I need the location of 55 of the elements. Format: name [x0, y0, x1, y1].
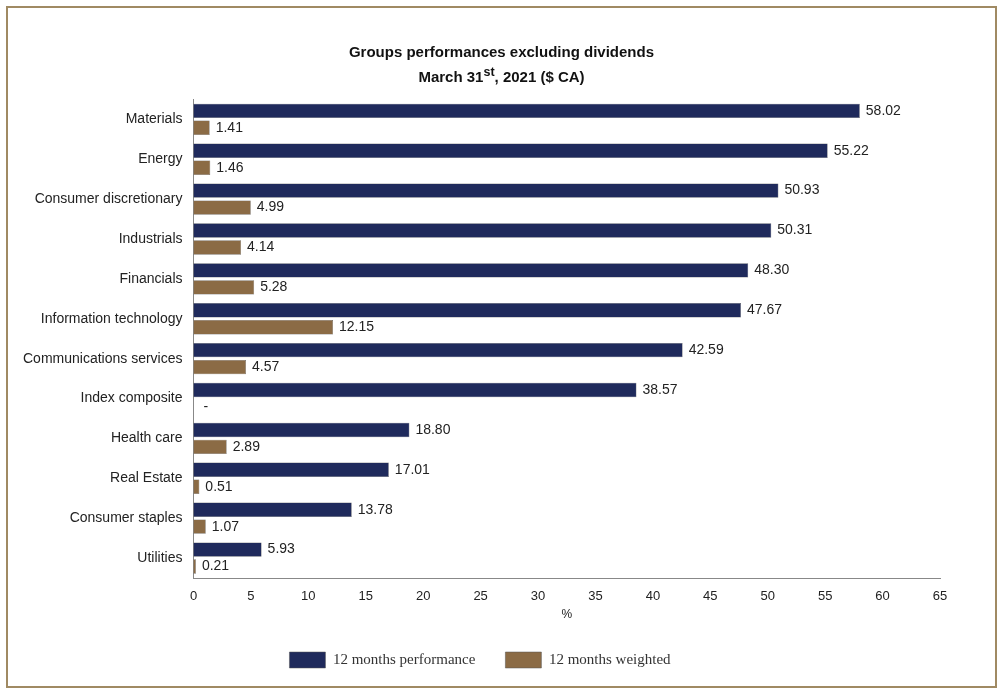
y-tick-label: Materials — [125, 110, 183, 127]
data-label: 5.28 — [260, 278, 288, 295]
data-label: 48.30 — [754, 261, 790, 278]
data-label: 38.57 — [642, 380, 678, 397]
data-label: 4.14 — [247, 238, 275, 255]
y-tick-label: Energy — [138, 150, 183, 167]
data-label: 5.93 — [267, 540, 296, 557]
data-label: 0.21 — [201, 557, 230, 574]
legend-label: 12 months weighted — [548, 650, 672, 667]
chart-subtitle: March 31$^{st}$, 2021 ($ CA) — [417, 64, 586, 87]
y-tick-label: Consumer discretionary — [34, 189, 183, 206]
data-label: 42.59 — [688, 341, 724, 358]
chart-title: Groups performances excluding dividends — [347, 42, 656, 62]
x-tick-label: 0 — [189, 588, 198, 604]
legend-label: 12 months performance — [332, 650, 476, 667]
data-label: 4.57 — [251, 357, 280, 374]
x-tick-label: 40 — [645, 588, 661, 604]
text: - — [203, 397, 209, 414]
data-label: 13.78 — [357, 500, 393, 517]
x-tick-label: 50 — [760, 588, 775, 604]
x-tick-label: 5 — [247, 588, 255, 604]
data-label: 4.99 — [256, 198, 285, 215]
data-label: 17.01 — [394, 460, 431, 477]
data-label: 47.67 — [746, 301, 783, 318]
x-tick-label: 55 — [817, 588, 833, 604]
y-tick-label: Utilities — [137, 548, 183, 565]
data-label: 55.22 — [833, 141, 869, 158]
y-tick-label: Industrials — [118, 229, 183, 246]
y-tick-label: Real Estate — [110, 469, 183, 486]
x-tick-label: 65 — [932, 588, 948, 604]
data-label: 58.02 — [865, 101, 902, 118]
x-tick-label: 30 — [530, 588, 546, 604]
data-label: 12.15 — [339, 318, 375, 335]
data-label: 18.80 — [415, 420, 451, 437]
data-label: 50.93 — [784, 181, 820, 198]
y-tick-label: Communications services — [23, 349, 183, 366]
y-tick-label: Information technology — [40, 309, 183, 326]
x-tick-label: 20 — [415, 588, 431, 604]
x-tick-label: 45 — [703, 588, 718, 604]
y-tick-label: Consumer staples — [69, 509, 183, 526]
y-tick-label: Financials — [119, 269, 183, 286]
x-tick-label: 35 — [588, 588, 603, 604]
x-tick-label: 10 — [301, 588, 316, 604]
data-label: 2.89 — [232, 437, 261, 454]
y-tick-label: Index composite — [80, 389, 183, 406]
x-axis-title: % — [561, 607, 573, 622]
y-tick-label: Health care — [110, 429, 183, 446]
x-tick-label: 60 — [875, 588, 890, 604]
data-label: 1.46 — [216, 158, 244, 175]
x-tick-label: 25 — [473, 588, 488, 604]
data-label: 50.31 — [777, 221, 813, 238]
data-label: 1.41 — [215, 118, 244, 135]
data-label: 0.51 — [205, 477, 233, 494]
data-label: 1.07 — [211, 517, 240, 534]
x-tick-label: 15 — [358, 588, 373, 604]
